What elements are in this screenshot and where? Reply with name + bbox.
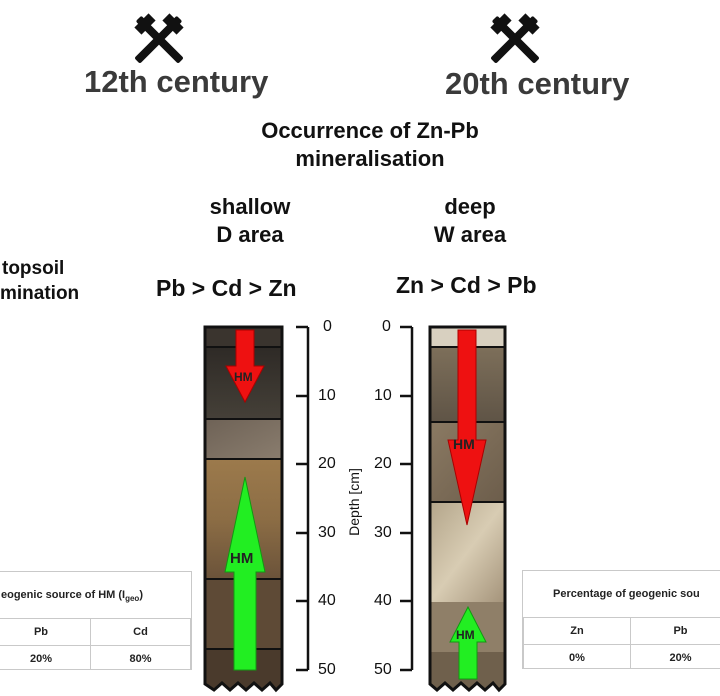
side-label: topsoil mination [0,256,79,306]
depth-axis-label: Depth [cm] [346,468,362,536]
table-left-header-pb: Pb [0,618,91,646]
left-up-arrow [224,476,266,671]
right-down-arrow [447,329,487,526]
right-tick-30: 30 [374,524,392,541]
right-up-arrow-label: HM [456,628,475,642]
table-right: Percentage of geogenic sou Zn Pb 0% 20% [522,570,720,669]
side-label-line1: topsoil [2,258,65,279]
right-up-arrow [449,605,487,680]
table-left-header-cd: Cd [90,618,191,646]
left-tick-50: 50 [318,661,336,678]
occurrence-heading: Occurrence of Zn-Pb mineralisation [200,117,540,173]
deep-heading: deep W area [400,193,540,249]
table-left-value-pb: 20% [0,645,91,669]
left-tick-20: 20 [318,455,336,472]
left-tick-30: 30 [318,524,336,541]
table-left-title: eogenic source of HM (Igeo) [1,589,143,604]
left-tick-0: 0 [323,318,332,335]
deep-line2: W area [433,222,507,247]
right-tick-40: 40 [374,592,392,609]
right-down-arrow-label: HM [453,436,475,452]
left-down-arrow [225,329,265,404]
hammer-pick-icon-right [490,13,540,63]
table-right-grid: Zn Pb 0% 20% [523,617,720,668]
table-left-value-cd: 80% [90,645,191,669]
table-left: eogenic source of HM (Igeo) Pb Cd 20% 80… [0,571,192,670]
left-tick-40: 40 [318,592,336,609]
table-right-title: Percentage of geogenic sou [553,588,700,600]
occurrence-line1: Occurrence of Zn-Pb [261,118,479,143]
ratio-left: Pb > Cd > Zn [156,275,297,301]
deep-line1: deep [444,194,496,219]
shallow-line1: shallow [209,194,291,219]
table-right-value-zn: 0% [523,644,631,668]
hammer-pick-icon-left [134,13,184,63]
depth-scale-right [400,325,414,672]
depth-scale-left [296,325,310,672]
right-tick-20: 20 [374,455,392,472]
table-left-grid: Pb Cd 20% 80% [0,618,191,669]
table-right-header-zn: Zn [523,617,631,645]
left-era-title: 12th century [84,64,269,99]
shallow-line2: D area [216,222,284,247]
right-era-title: 20th century [445,66,630,101]
right-tick-0: 0 [382,318,391,335]
table-right-header-pb: Pb [630,617,720,645]
right-tick-10: 10 [374,387,392,404]
occurrence-line2: mineralisation [295,146,445,171]
shallow-heading: shallow D area [180,193,320,249]
left-tick-10: 10 [318,387,336,404]
table-right-value-pb: 20% [630,644,720,668]
side-label-line2: mination [0,283,80,304]
right-tick-50: 50 [374,661,392,678]
left-up-arrow-label: HM [230,550,254,567]
ratio-right: Zn > Cd > Pb [396,272,537,298]
left-down-arrow-label: HM [234,370,253,384]
